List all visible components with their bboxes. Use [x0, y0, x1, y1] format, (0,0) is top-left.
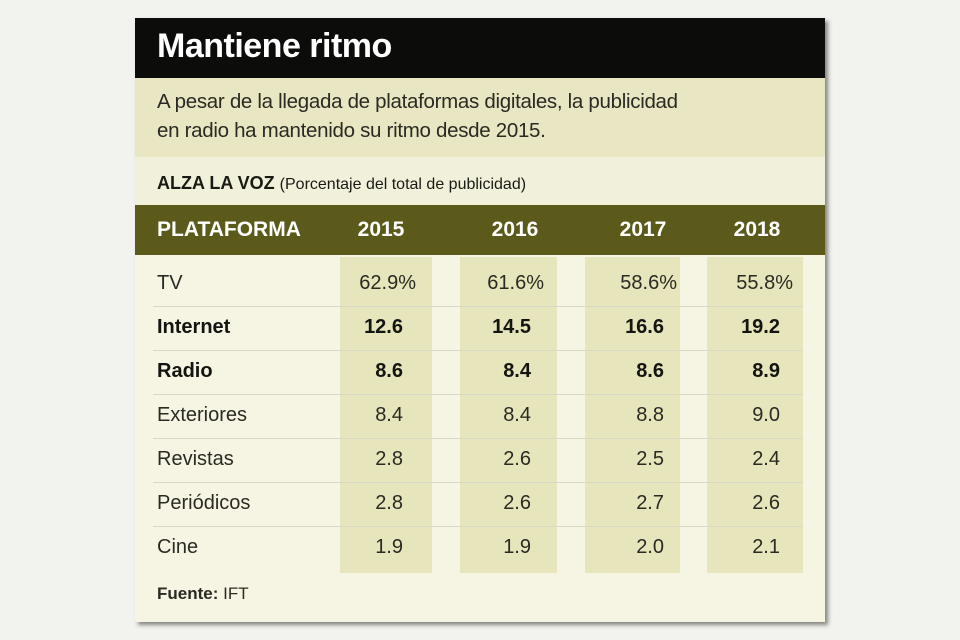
cell-value: 1.9	[375, 536, 403, 558]
row-label: Internet	[157, 316, 231, 338]
cell-value: 8.8	[636, 404, 664, 426]
row-label: Radio	[157, 360, 213, 382]
table-label: ALZA LA VOZ (Porcentaje del total de pub…	[157, 173, 526, 194]
title-bar: Mantiene ritmo	[135, 18, 825, 78]
cell-value: 2.8	[375, 492, 403, 514]
column-shade	[340, 257, 432, 573]
source: Fuente: IFT	[157, 584, 249, 604]
cell-value: 58.6%	[620, 272, 677, 294]
source-text: IFT	[223, 584, 249, 603]
cell-value: 8.6	[636, 360, 664, 382]
column-shade	[585, 257, 680, 573]
cell-value: 12.6	[364, 316, 403, 338]
cell-value: 2.6	[503, 492, 531, 514]
subtitle: en radio ha mantenido su ritmo desde 201…	[157, 119, 546, 142]
cell-value: 8.4	[503, 404, 531, 426]
cell-value: 2.4	[752, 448, 780, 470]
cell-value: 9.0	[752, 404, 780, 426]
row-divider	[153, 526, 803, 527]
cell-value: 2.6	[752, 492, 780, 514]
cell-value: 1.9	[503, 536, 531, 558]
cell-value: 8.6	[375, 360, 403, 382]
row-divider	[153, 306, 803, 307]
cell-value: 16.6	[625, 316, 664, 338]
cell-value: 2.8	[375, 448, 403, 470]
cell-value: 2.6	[503, 448, 531, 470]
column-shade	[460, 257, 557, 573]
cell-value: 19.2	[741, 316, 780, 338]
cell-value: 2.7	[636, 492, 664, 514]
row-divider	[153, 482, 803, 483]
row-divider	[153, 394, 803, 395]
row-label: Exteriores	[157, 404, 248, 426]
cell-value: 2.0	[636, 536, 664, 558]
table-header: PLATAFORMA 2015 2016 2017 2018	[135, 205, 825, 255]
row-label: Cine	[157, 536, 199, 558]
cell-value: 8.9	[752, 360, 780, 382]
cell-value: 62.9%	[359, 272, 416, 294]
cell-value: 8.4	[503, 360, 531, 382]
column-header: PLATAFORMA	[157, 218, 301, 241]
row-label: Periódicos	[157, 492, 251, 514]
title: Mantiene ritmo	[157, 27, 392, 65]
cell-value: 2.1	[752, 536, 780, 558]
subtitle-box: A pesar de la llegada de plataformas dig…	[135, 78, 825, 157]
label: ALZA LA VOZ	[157, 173, 275, 193]
label-note: (Porcentaje del total de publicidad)	[279, 176, 527, 193]
cell-value: 14.5	[492, 316, 531, 338]
table-label-row: ALZA LA VOZ (Porcentaje del total de pub…	[135, 157, 825, 205]
column-shade	[707, 257, 803, 573]
cell-value: 8.4	[375, 404, 403, 426]
source-label: Fuente:	[157, 584, 219, 603]
subtitle: A pesar de la llegada de plataformas dig…	[157, 90, 678, 113]
row-divider	[153, 350, 803, 351]
cell-value: 2.5	[636, 448, 664, 470]
cell-value: 61.6%	[487, 272, 544, 294]
row-label: TV	[157, 272, 183, 294]
infographic-card: Mantiene ritmo A pesar de la llegada de …	[135, 18, 825, 622]
cell-value: 55.8%	[736, 272, 793, 294]
row-label: Revistas	[157, 448, 234, 470]
row-divider	[153, 438, 803, 439]
